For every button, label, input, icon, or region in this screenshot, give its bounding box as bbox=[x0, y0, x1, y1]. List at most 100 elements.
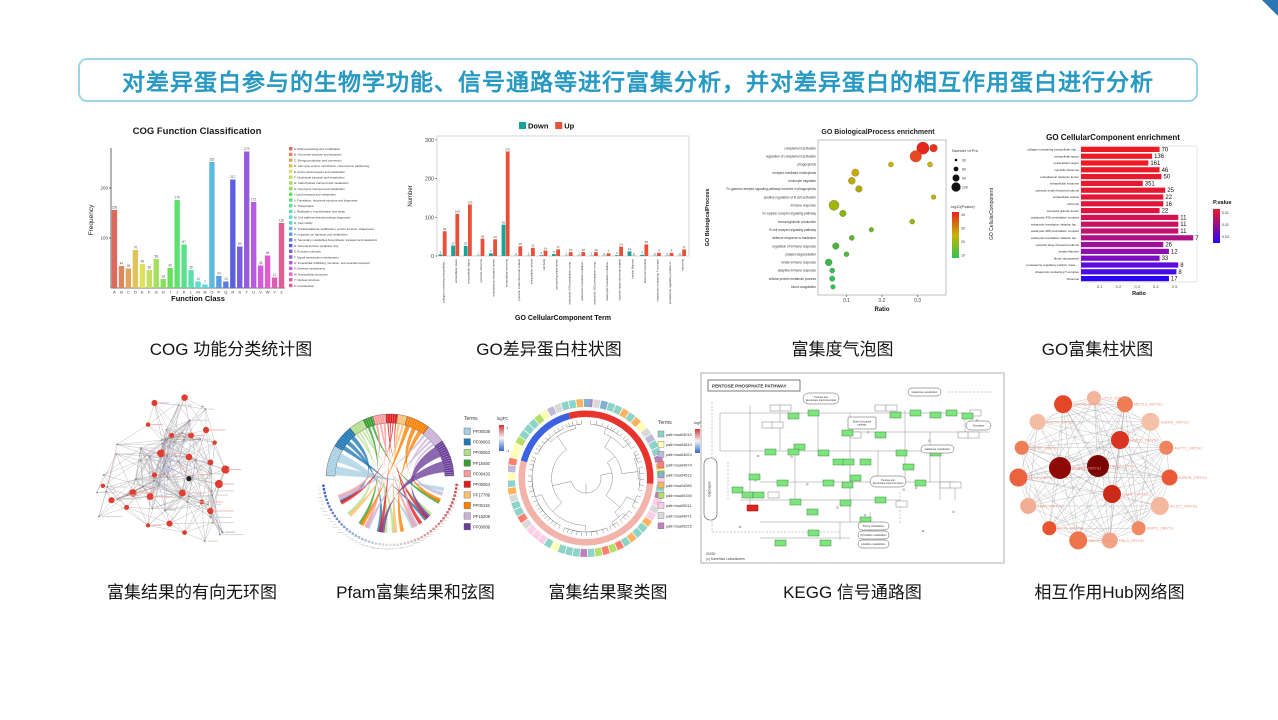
svg-text:G: Carbohydrate transport and: G: Carbohydrate transport and metabolism bbox=[294, 181, 349, 185]
svg-text:24: 24 bbox=[217, 272, 221, 276]
svg-text:V: Defense mechanisms: V: Defense mechanisms bbox=[294, 267, 326, 271]
svg-text:extracellular region: extracellular region bbox=[467, 259, 471, 284]
svg-text:immunoglobulin production: immunoglobulin production bbox=[778, 220, 816, 224]
svg-text:extracellular vesicle: extracellular vesicle bbox=[1053, 195, 1080, 199]
svg-text:glucuronate interconversions: glucuronate interconversions bbox=[806, 399, 837, 402]
svg-text:endoplasmic reticulum lumen: endoplasmic reticulum lumen bbox=[492, 259, 496, 297]
svg-text:Y: Nuclear structure: Y: Nuclear structure bbox=[294, 278, 320, 282]
svg-text:J: J bbox=[176, 290, 178, 295]
svg-text:blood microparticle: blood microparticle bbox=[1054, 256, 1080, 260]
svg-text:N: Cell motility: N: Cell motility bbox=[294, 221, 313, 225]
svg-text:P: Inorganic ion transport and: P: Inorganic ion transport and metabolis… bbox=[294, 233, 348, 237]
svg-text:Fc-gamma receptor signaling pa: Fc-gamma receptor signaling pathway invo… bbox=[727, 187, 817, 191]
svg-text:GO BiologicalProcess: GO BiologicalProcess bbox=[705, 189, 711, 247]
svg-text:87: 87 bbox=[182, 240, 186, 244]
svg-text:351: 351 bbox=[1145, 181, 1156, 187]
svg-text:eukaryotic 48S preinitiation c: eukaryotic 48S preinitiation comp… bbox=[593, 259, 597, 305]
svg-text:48: 48 bbox=[141, 260, 145, 264]
svg-text:17: 17 bbox=[556, 245, 560, 249]
svg-text:AC117_ORYSJ: AC117_ORYSJ bbox=[1170, 504, 1197, 509]
svg-text:Pentose and: Pentose and bbox=[814, 396, 828, 399]
svg-text:PF00054: PF00054 bbox=[473, 482, 491, 487]
svg-text:V: V bbox=[259, 290, 262, 295]
svg-text:0.2: 0.2 bbox=[1116, 284, 1122, 289]
svg-text:E: E bbox=[141, 290, 144, 295]
svg-text:Ratio: Ratio bbox=[875, 307, 890, 313]
svg-text:2: 2 bbox=[540, 251, 542, 255]
svg-text:cell body: cell body bbox=[1067, 202, 1079, 206]
svg-text:12: 12 bbox=[1171, 249, 1178, 255]
svg-text:Glycolysis: Glycolysis bbox=[708, 481, 712, 497]
svg-text:I: I bbox=[170, 290, 171, 295]
svg-text:GO CellularComponent Term: GO CellularComponent Term bbox=[515, 315, 611, 322]
svg-text:blood coagulation: blood coagulation bbox=[791, 285, 816, 289]
svg-text:36: 36 bbox=[148, 266, 152, 270]
svg-text:P.value: P.value bbox=[1213, 200, 1232, 206]
cluster-dendrogram-chart: Terms path:hsa03010 path:hsa04610 path:hsa0… bbox=[508, 378, 708, 578]
svg-text:8: 8 bbox=[658, 249, 660, 253]
svg-text:76: 76 bbox=[134, 246, 138, 250]
svg-text:O: Posttranslational modificat: O: Posttranslational modification, prote… bbox=[294, 227, 374, 231]
svg-text:chaperonin-containing T-comple: chaperonin-containing T-complex bbox=[656, 258, 660, 301]
title-banner: 对差异蛋白参与的生物学功能、信号通路等进行富集分析，并对差异蛋白的相互作用蛋白进… bbox=[78, 58, 1198, 102]
svg-text:ACT1_ORYSJ: ACT1_ORYSJ bbox=[1057, 526, 1083, 531]
svg-text:defense response to bacterium: defense response to bacterium bbox=[772, 236, 816, 240]
corner-accent bbox=[1262, 0, 1278, 16]
svg-text:extracellular space: extracellular space bbox=[454, 259, 458, 283]
svg-text:proteasome regulatory particle: proteasome regulatory particle, base … bbox=[1026, 263, 1079, 267]
svg-text:innate immune response: innate immune response bbox=[781, 261, 816, 265]
svg-text:10: 10 bbox=[582, 248, 586, 252]
svg-text:Down: Down bbox=[528, 122, 549, 131]
svg-text:1: 1 bbox=[506, 426, 508, 430]
svg-text:GIDHH_ORYSJ: GIDHH_ORYSJ bbox=[1160, 419, 1188, 424]
svg-text:CDC48_ORYSJ: CDC48_ORYSJ bbox=[1073, 402, 1102, 407]
svg-text:cellular protein metabolic pro: cellular protein metabolic process bbox=[769, 277, 817, 281]
hub-network-chart: CP12_ORYSJ MET13_ORYSJ GIDHH_ORYSJ 4HTT1_OR… bbox=[1002, 378, 1217, 568]
svg-text:Terms: Terms bbox=[658, 420, 672, 426]
svg-text:MET13_ORYSJ: MET13_ORYSJ bbox=[1134, 402, 1162, 407]
svg-text:0.5: 0.5 bbox=[1172, 284, 1178, 289]
svg-text:0: 0 bbox=[679, 252, 681, 256]
svg-text:252: 252 bbox=[209, 158, 215, 162]
svg-text:3: 3 bbox=[641, 251, 643, 255]
svg-text:regulation of complement activ: regulation of complement activation bbox=[766, 155, 816, 159]
dag-network-chart bbox=[72, 380, 312, 570]
svg-text:27: 27 bbox=[451, 241, 455, 245]
svg-text:30: 30 bbox=[961, 227, 965, 231]
svg-text:0.1: 0.1 bbox=[1097, 284, 1103, 289]
svg-text:43: 43 bbox=[493, 235, 497, 239]
svg-text:receptor-mediated endocytosis: receptor-mediated endocytosis bbox=[772, 171, 816, 175]
svg-text:path:hsa04974: path:hsa04974 bbox=[666, 462, 693, 467]
caption-go-bar: GO差异蛋白柱状图 bbox=[476, 340, 622, 359]
svg-text:0: 0 bbox=[633, 252, 635, 256]
enrichment-bubble-chart: GO BiologicalProcess enrichment 0.1 0.2 0.3… bbox=[700, 122, 985, 327]
svg-text:Z: Z bbox=[280, 290, 283, 295]
svg-text:proteasome regulatory particle: proteasome regulatory particle, b… bbox=[668, 259, 672, 304]
svg-text:path:hsa05222: path:hsa05222 bbox=[666, 524, 692, 529]
svg-text:W: Extracellular structures: W: Extracellular structures bbox=[294, 272, 328, 276]
svg-text:J: Translation, ribosomal stru: J: Translation, ribosomal structure and … bbox=[294, 198, 358, 202]
svg-text:P: P bbox=[218, 290, 221, 295]
svg-text:0.02: 0.02 bbox=[1222, 223, 1229, 227]
svg-text:14: 14 bbox=[544, 246, 548, 250]
svg-text:39: 39 bbox=[127, 264, 131, 268]
go-enrichment-bar-chart: GO CellularComponent enrichment collagen-… bbox=[985, 128, 1240, 333]
svg-text:keratin filament: keratin filament bbox=[630, 259, 634, 279]
svg-text:60: 60 bbox=[962, 168, 966, 172]
svg-text:0.01: 0.01 bbox=[1222, 211, 1229, 215]
svg-text:4HTT1_ORYSJ: 4HTT1_ORYSJ bbox=[1174, 445, 1202, 450]
svg-text:R: R bbox=[231, 290, 234, 295]
svg-text:100: 100 bbox=[100, 236, 108, 241]
svg-text:0.4: 0.4 bbox=[1153, 284, 1159, 289]
svg-text:path:hsa05150: path:hsa05150 bbox=[666, 493, 693, 498]
svg-text:Number of Pro: Number of Pro bbox=[952, 148, 979, 153]
svg-text:PF00063: PF00063 bbox=[473, 440, 491, 445]
svg-text:11: 11 bbox=[1180, 215, 1187, 221]
svg-text:109: 109 bbox=[455, 210, 460, 214]
svg-text:0.1: 0.1 bbox=[843, 298, 850, 304]
svg-text:eukaryotic translation initiat: eukaryotic translation initiation… bbox=[605, 259, 609, 301]
svg-text:176: 176 bbox=[174, 196, 180, 200]
svg-text:1: 1 bbox=[566, 251, 568, 255]
svg-text:PF17789: PF17789 bbox=[473, 493, 491, 498]
svg-text:EJBVB_ORYSJ: EJBVB_ORYSJ bbox=[1179, 475, 1207, 480]
